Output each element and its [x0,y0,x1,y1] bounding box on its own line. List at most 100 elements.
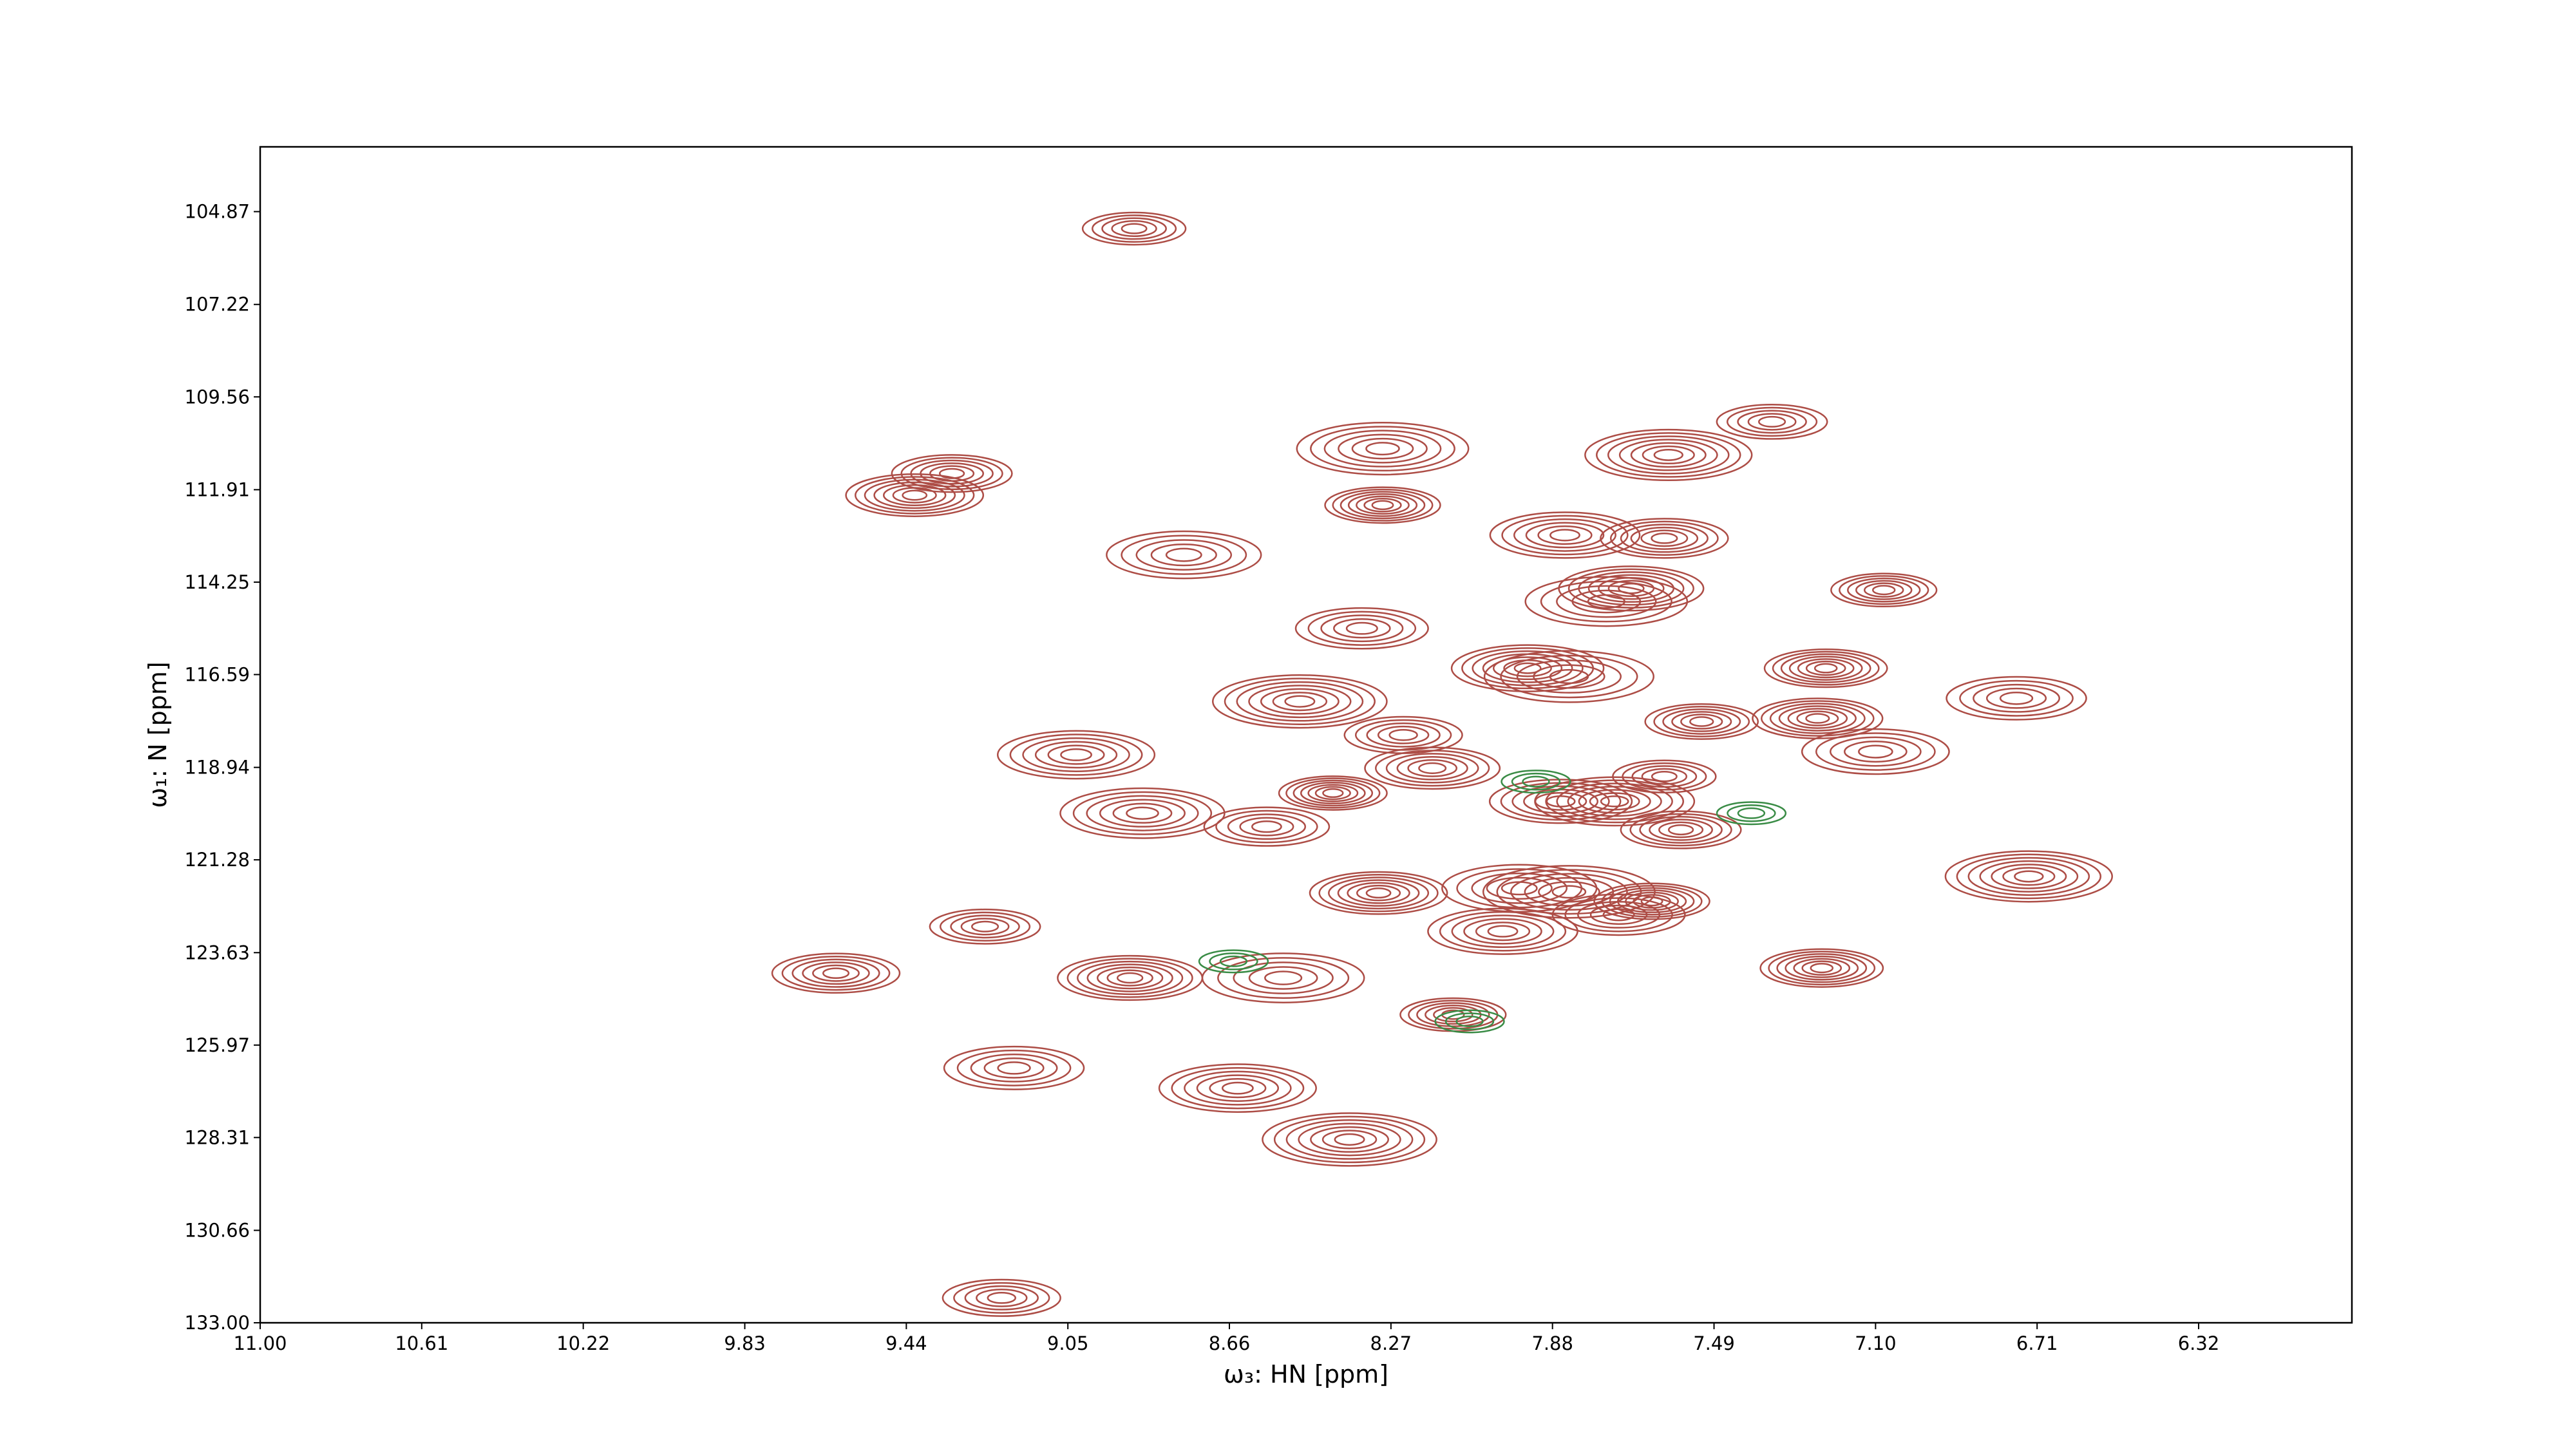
contour-ring [1294,607,1429,650]
contour-ring [1337,879,1420,907]
contour-ring [1262,1112,1437,1167]
contour-ring [1501,515,1629,556]
contour-ring [1347,882,1410,904]
contour-ring [1671,711,1732,732]
contour-ring [1534,776,1696,827]
x-tick-label: 6.71 [2016,1332,2058,1354]
contour-ring [1612,759,1717,793]
contour-ring [1973,683,2060,713]
contour-ring [1333,618,1391,639]
contour-ring [1979,860,2079,893]
contour-ring [1737,410,1807,434]
contour-ring [956,1049,1072,1086]
contour-ring [1609,520,1719,556]
contour-ring [1776,953,1868,983]
contour-ring [1844,741,1908,763]
contour-ring [1215,810,1318,844]
contour-ring [1785,955,1859,981]
contour-ring [1356,884,1401,902]
contour-ring [1439,911,1567,952]
x-tick-label: 8.27 [1370,1332,1412,1354]
contour-ring [1217,957,1350,999]
contour-ring [1571,589,1642,614]
contour-ring [1209,952,1258,971]
contour-ring [1501,770,1571,794]
contour-ring [1366,722,1441,748]
contour-ring [1351,437,1414,460]
contour-ring [1096,966,1164,990]
y-tick-label: 125.97 [185,1034,250,1056]
contour-ring [1551,885,1587,899]
y-tick-label: 114.25 [185,571,250,593]
contour-ring [1600,518,1729,559]
contour-ring [1377,725,1430,744]
contour-ring [1549,668,1589,685]
contour-ring [1829,736,1922,767]
contour-ring [822,967,850,980]
contour-ring [1334,1133,1365,1146]
contour-ring [1324,486,1441,524]
contour-ring [1858,744,1893,759]
contour-ring [987,1292,1017,1304]
contour-ring [1793,958,1851,978]
contour-ring [1239,817,1294,837]
contour-ring [1321,1130,1378,1150]
contour-ring [1761,700,1875,737]
contour-ring [1248,966,1318,990]
contour-ring [1607,435,1730,475]
contour-ring [971,920,999,933]
contour-ring [1871,585,1896,596]
contour-ring [1284,695,1316,708]
contour-ring [1864,582,1904,598]
contour-ring [1587,594,1625,609]
x-tick-label: 9.83 [724,1332,766,1354]
contour-ring [1121,223,1148,234]
contour-ring [1642,445,1695,465]
contour-ring [1651,533,1678,544]
contour-ring [1629,813,1732,847]
contour-ring [1956,853,2102,900]
contour-ring [1354,719,1452,751]
contour-ring [1680,714,1723,730]
contour-ring [1450,644,1605,692]
contour-ring [1345,621,1378,635]
contour-ring [1780,653,1871,683]
contour-ring [1224,677,1376,725]
contour-ring [1184,1070,1292,1106]
contour-ring [1472,650,1584,687]
x-axis-label: ω₃: HN [ppm] [1224,1360,1388,1388]
contour-ring [1092,214,1177,243]
contour-ring [1944,850,2113,903]
contour-ring [1716,404,1828,440]
contour-ring [1516,659,1622,694]
contour-ring [943,1045,1085,1090]
contour-ring [1577,900,1661,929]
x-tick-label: 7.10 [1855,1332,1897,1354]
contour-ring [1584,428,1753,481]
contour-ring [1047,744,1105,765]
contour-ring [1839,575,1929,605]
contour-ring [1251,820,1282,833]
contour-ring [1847,577,1921,603]
contour-ring [1630,442,1707,468]
contour-ring [996,730,1156,780]
contour-ring [1219,955,1248,967]
contour-ring [2002,867,2056,886]
contour-ring [812,964,860,982]
contour-ring [1328,876,1430,910]
contour-ring [1946,676,2087,721]
contour-ring [1596,432,1741,478]
contour-ring [1320,614,1404,643]
contour-ring [1112,802,1173,824]
contour-ring [1578,789,1651,814]
contour-ring [1300,782,1366,804]
contour-ring [1649,819,1713,841]
contour-ring [1768,951,1876,986]
x-tick-label: 7.49 [1693,1332,1735,1354]
x-tick-label: 10.22 [556,1332,610,1354]
contour-ring [1487,925,1519,938]
contour-ring [791,958,880,988]
contour-ring [1307,784,1359,802]
contour-ring [1407,759,1457,777]
